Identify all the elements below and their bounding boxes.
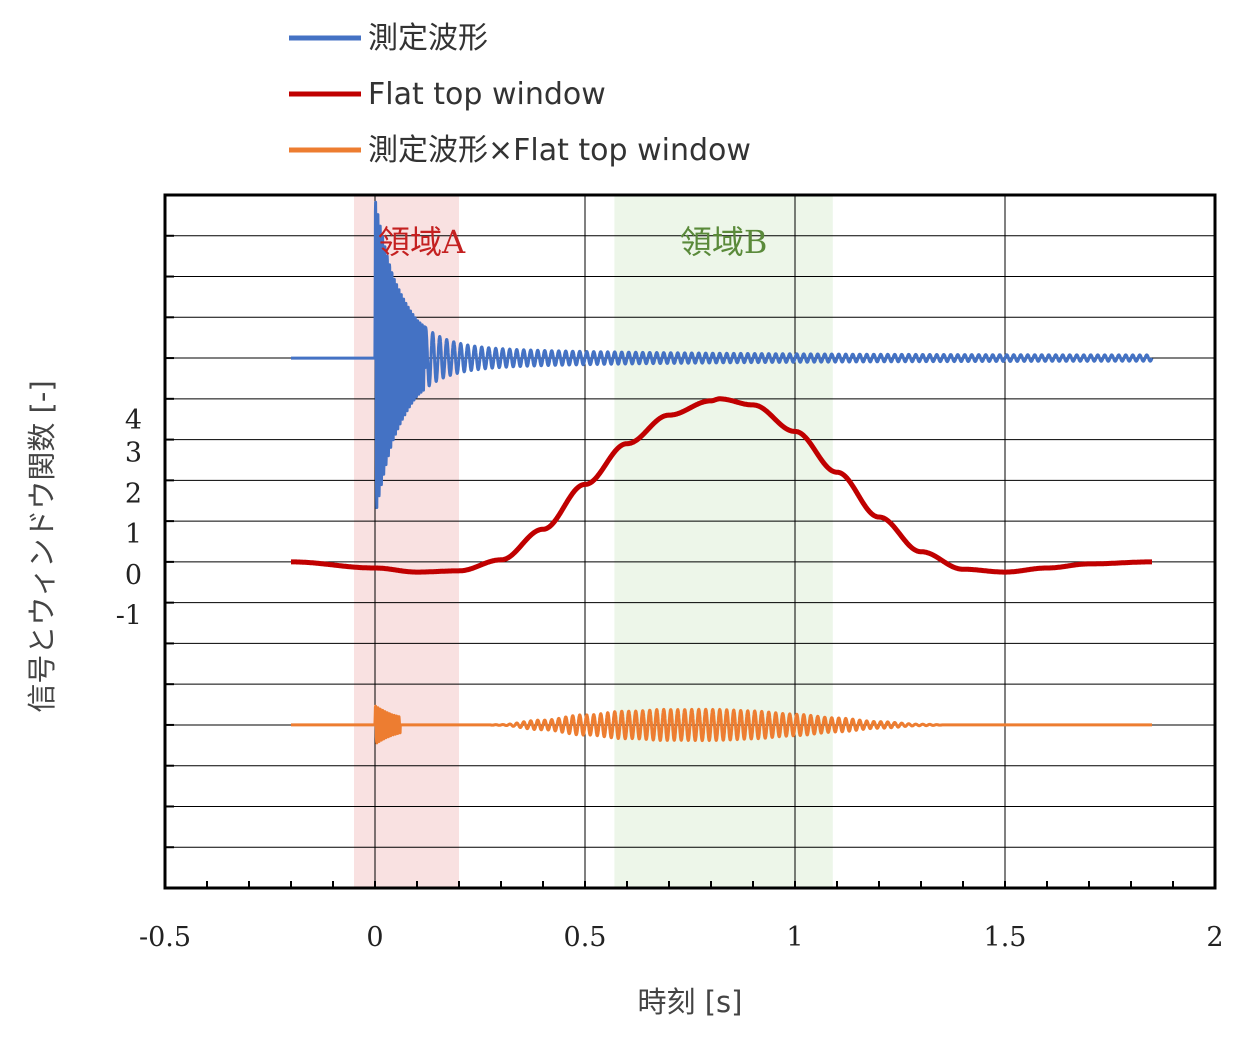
x-tick-labels: -0.5 0 0.5 1 1.5 2	[139, 922, 1224, 953]
plot-frame	[163, 193, 1217, 890]
region-b	[614, 195, 833, 888]
region-labels: 領域A 領域B	[378, 223, 767, 261]
series-measured-line	[289, 200, 1154, 510]
x-tick-label: 0.5	[564, 922, 607, 953]
legend-label: Flat top window	[368, 77, 606, 112]
legend: 測定波形 Flat top window 測定波形×Flat top window	[289, 21, 751, 168]
x-tick-label: 2	[1206, 922, 1223, 953]
legend-label: 測定波形	[368, 21, 488, 56]
y-tick-labels: 43 2 1 0 -1	[116, 405, 142, 632]
series-window-line	[288, 396, 1155, 575]
y-tick-label: 1	[125, 519, 142, 550]
series-product-line	[289, 704, 1154, 745]
y-tick-label: 0	[125, 560, 142, 591]
region-a	[354, 195, 459, 888]
series-lines	[288, 200, 1155, 745]
y-tick-label: 3	[125, 438, 142, 469]
region-label-b: 領域B	[680, 223, 768, 261]
axis-ticks	[164, 234, 1216, 888]
legend-label: 測定波形×Flat top window	[368, 133, 751, 168]
region-label-a: 領域A	[378, 223, 466, 261]
x-tick-label: 1	[786, 922, 803, 953]
x-tick-label: 1.5	[984, 922, 1027, 953]
x-tick-label: 0	[366, 922, 383, 953]
y-tick-label: -1	[116, 601, 142, 632]
y-axis-title: 信号とウィンドウ関数 [-]	[25, 380, 59, 712]
y-tick-label: 4	[125, 405, 142, 436]
y-tick-label: 2	[125, 478, 142, 509]
x-axis-title: 時刻 [s]	[638, 985, 743, 1019]
x-tick-label: -0.5	[139, 922, 191, 953]
highlight-regions	[354, 195, 833, 888]
